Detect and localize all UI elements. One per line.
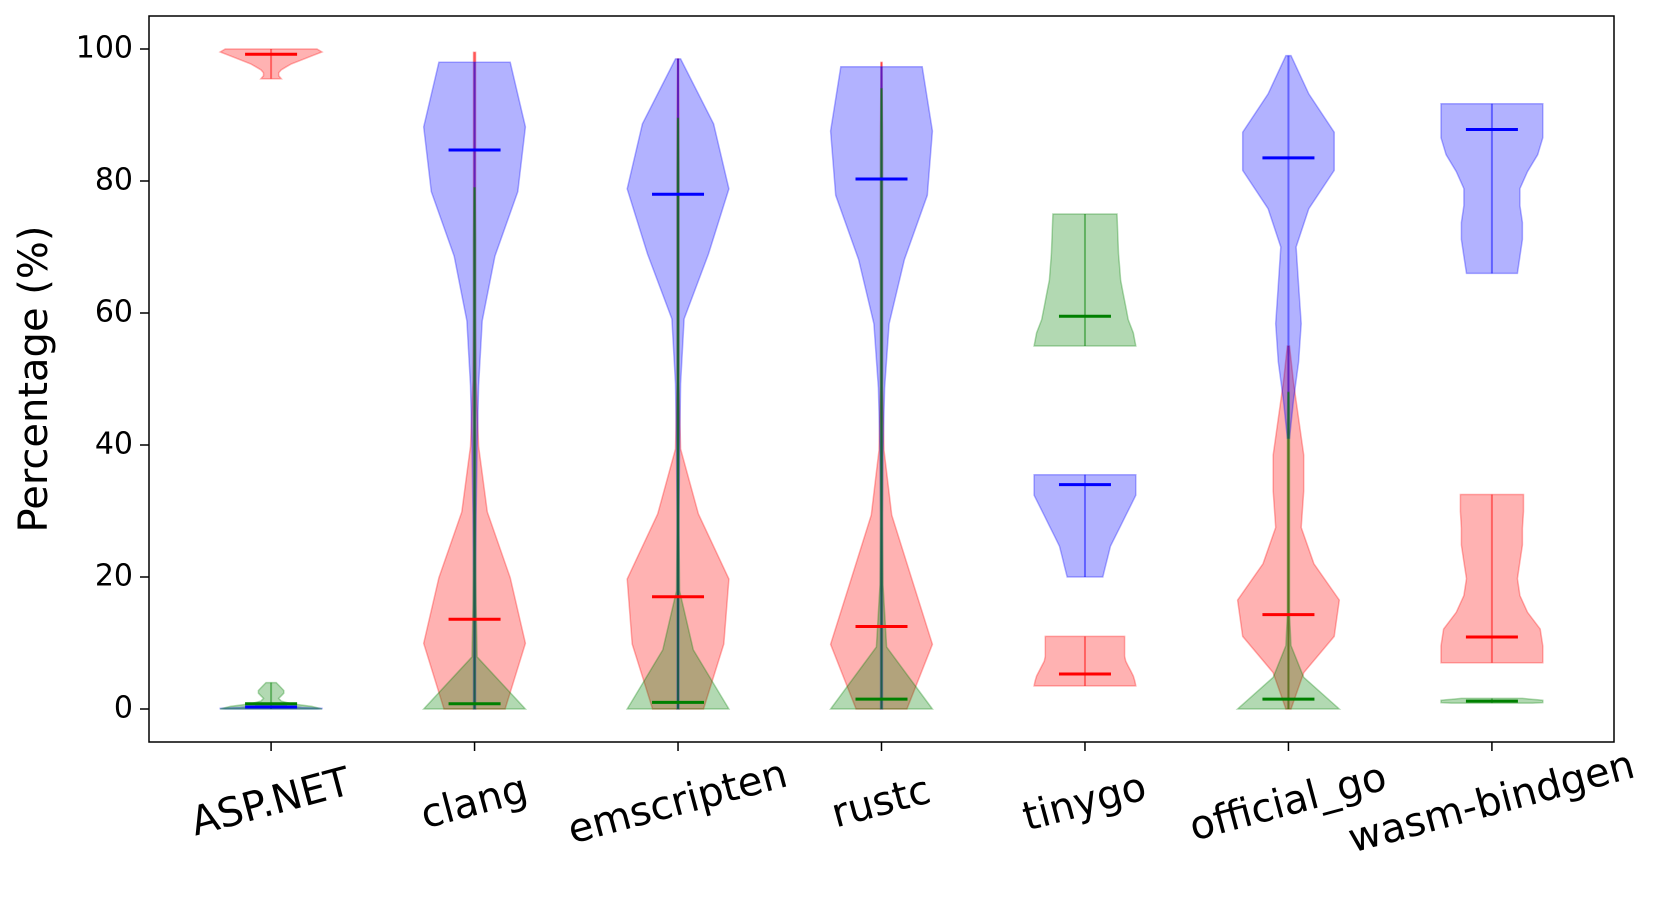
violin-body: [829, 66, 934, 710]
x-tick-label: wasm-bindgen: [1343, 742, 1639, 863]
violin-body: [1440, 493, 1544, 664]
x-tick-label: tinygo: [1018, 764, 1151, 841]
plot-frame: [148, 15, 1615, 743]
violin-body: [829, 87, 934, 710]
violin-body: [1033, 473, 1137, 578]
x-tick-label: ASP.NET: [186, 759, 356, 846]
y-tick-label: 40: [95, 427, 133, 462]
violin-body: [1241, 54, 1335, 440]
x-tick-label: rustc: [827, 767, 936, 837]
violin-body: [1235, 391, 1342, 710]
violin-body: [421, 186, 528, 710]
violin-body: [422, 51, 527, 710]
violin-body: [1033, 213, 1137, 347]
violin-body: [422, 61, 527, 710]
violin-body: [626, 58, 730, 710]
violin-body: [218, 48, 324, 80]
violin-body: [626, 58, 730, 710]
violin-body: [220, 681, 323, 710]
y-tick-label: 20: [95, 559, 133, 594]
y-tick-label: 100: [76, 31, 133, 66]
y-tick-label: 80: [95, 163, 133, 198]
y-tick-label: 0: [114, 691, 133, 726]
y-tick-label: 60: [95, 295, 133, 330]
x-tick-label: clang: [416, 766, 533, 838]
violin-body: [1440, 103, 1544, 275]
violin-body: [625, 117, 731, 710]
y-axis-label: Percentage (%): [11, 226, 57, 533]
violin-body: [829, 61, 934, 710]
x-tick-label: emscripten: [563, 751, 792, 854]
violin-body: [1236, 345, 1341, 710]
